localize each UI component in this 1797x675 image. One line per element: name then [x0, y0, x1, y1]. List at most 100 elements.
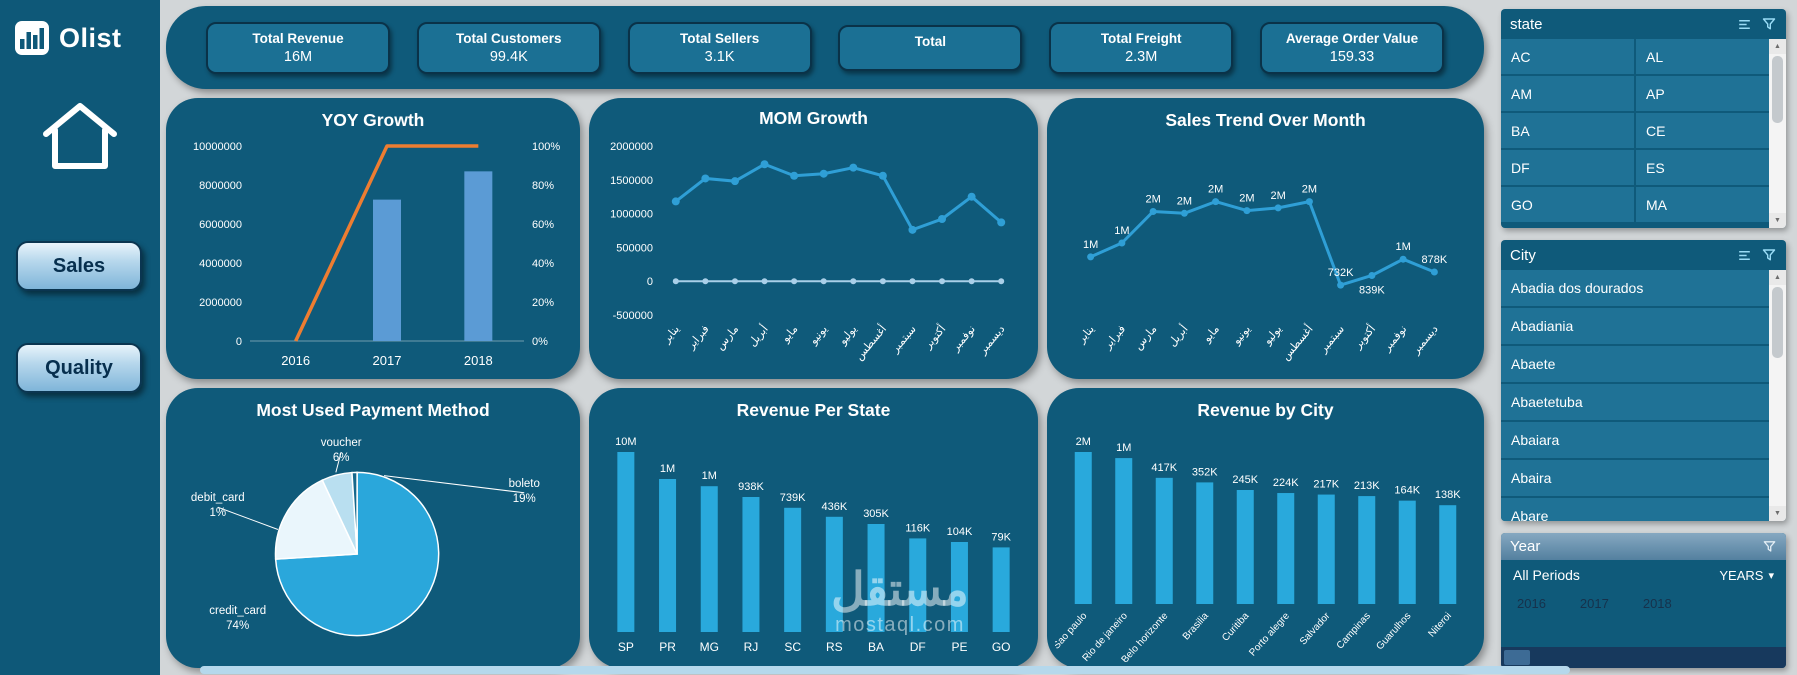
year-slicer: Year All Periods YEARS ▾ 2016 2017 2018 — [1501, 533, 1786, 668]
year-slider-handle[interactable] — [1504, 650, 1530, 665]
svg-text:20%: 20% — [532, 297, 554, 309]
state-option[interactable]: AC — [1501, 39, 1634, 74]
state-option[interactable]: CE — [1636, 113, 1769, 148]
svg-text:417K: 417K — [1151, 462, 1177, 474]
year-tick[interactable]: 2018 — [1642, 596, 1672, 611]
scroll-up-arrow[interactable]: ▲ — [1769, 270, 1786, 285]
state-option[interactable]: MA — [1636, 187, 1769, 222]
svg-text:مارس: مارس — [714, 323, 741, 352]
svg-text:305K: 305K — [863, 508, 889, 520]
payment-method-plot[interactable]: credit_card 74% boleto 19% voucher 6% debit_ca… — [174, 422, 572, 662]
filter-icon[interactable] — [1761, 247, 1777, 263]
svg-text:0%: 0% — [532, 336, 548, 348]
chart-title: Most Used Payment Method — [256, 400, 490, 420]
state-option[interactable]: AM — [1501, 76, 1634, 111]
scroll-up-arrow[interactable]: ▲ — [1769, 39, 1786, 54]
svg-text:116K: 116K — [905, 522, 931, 534]
city-option[interactable]: Abaete — [1501, 346, 1769, 382]
yoy-growth-plot[interactable]: 0 2000000 4000000 6000000 8000000 10000000 0% 2… — [174, 136, 572, 373]
year-slicer-header: Year — [1501, 533, 1786, 560]
svg-text:138K: 138K — [1435, 489, 1461, 501]
city-option[interactable]: Abaira — [1501, 460, 1769, 496]
svg-text:839K: 839K — [1359, 284, 1385, 296]
revenue-per-state-chart: Revenue Per State 10M SP 1M PR 1M MG 938K RJ 739… — [589, 388, 1038, 668]
state-option[interactable]: DF — [1501, 150, 1634, 185]
state-option[interactable]: BA — [1501, 113, 1634, 148]
svg-text:19%: 19% — [513, 493, 536, 505]
clear-selections-icon[interactable] — [1736, 247, 1753, 264]
clear-selections-icon[interactable] — [1736, 16, 1753, 33]
svg-text:1000000: 1000000 — [610, 209, 653, 221]
svg-text:debit_card: debit_card — [191, 492, 245, 504]
svg-text:10000000: 10000000 — [193, 141, 242, 153]
city-option[interactable]: Abadia dos dourados — [1501, 270, 1769, 306]
svg-text:ديسمبر: ديسمبر — [976, 323, 1007, 357]
kpi-total: Total — [838, 24, 1023, 71]
year-slicer-title: Year — [1510, 538, 1541, 555]
svg-text:80%: 80% — [532, 180, 554, 192]
city-slicer: City Abadia dos dourados Abadiania Abaete A… — [1501, 240, 1786, 521]
year-tick[interactable]: 2016 — [1517, 596, 1546, 611]
scrollbar-track[interactable] — [1769, 54, 1786, 213]
scroll-down-arrow[interactable]: ▼ — [1769, 213, 1786, 228]
svg-text:2M: 2M — [1208, 184, 1223, 196]
city-slicer-header: City — [1501, 240, 1786, 270]
mom-growth-plot[interactable]: 2000000 1500000 1000000 500000 0 -500000 يناير… — [597, 136, 1030, 373]
state-scrollbar[interactable]: ▲ ▼ — [1769, 39, 1786, 228]
svg-text:SC: SC — [784, 640, 801, 654]
city-scrollbar[interactable]: ▲ ▼ — [1769, 270, 1786, 521]
scrollbar-track[interactable] — [1769, 285, 1786, 506]
filter-icon[interactable] — [1762, 539, 1777, 554]
svg-text:يوليو: يوليو — [1261, 323, 1284, 348]
svg-text:ديسمبر: ديسمبر — [1409, 323, 1440, 357]
svg-text:سبتمبر: سبتمبر — [1317, 323, 1347, 356]
year-granularity-dropdown[interactable]: YEARS ▾ — [1719, 568, 1774, 583]
svg-text:مارس: مارس — [1132, 323, 1159, 352]
svg-text:أبريل: أبريل — [1165, 322, 1191, 349]
scroll-down-arrow[interactable]: ▼ — [1769, 506, 1786, 521]
city-slicer-title: City — [1510, 246, 1536, 264]
state-slicer-title: state — [1510, 15, 1543, 33]
svg-text:352K: 352K — [1192, 466, 1218, 478]
svg-text:أغسطس: أغسطس — [852, 322, 890, 363]
year-ticks: 2016 2017 2018 — [1501, 590, 1786, 611]
home-icon[interactable] — [36, 96, 124, 176]
chart-title: Sales Trend Over Month — [1165, 110, 1366, 130]
svg-text:Niteroi: Niteroi — [1426, 611, 1454, 640]
city-option[interactable]: Abare — [1501, 498, 1769, 521]
sales-trend-plot[interactable]: 1M 1M 2M 2M 2M 2M 2M 2M 732K 839K 1M 878K يناير فبراي… — [1055, 136, 1476, 373]
svg-text:يونيو: يونيو — [1230, 323, 1253, 347]
revenue-per-state-plot[interactable]: 10M SP 1M PR 1M MG 938K RJ 739K SC 436K RS 305K BA 116… — [597, 426, 1030, 662]
state-option[interactable]: AL — [1636, 39, 1769, 74]
svg-text:6000000: 6000000 — [199, 219, 242, 231]
filter-icon[interactable] — [1761, 16, 1777, 32]
svg-text:2000000: 2000000 — [610, 141, 653, 153]
year-range-slider[interactable] — [1501, 647, 1786, 668]
kpi-average-order-value: Average Order Value 159.33 — [1259, 21, 1444, 74]
svg-text:2018: 2018 — [464, 353, 493, 368]
svg-text:100%: 100% — [532, 141, 560, 153]
city-option[interactable]: Abaetetuba — [1501, 384, 1769, 420]
quality-button[interactable]: Quality — [16, 343, 142, 393]
year-tick[interactable]: 2017 — [1579, 596, 1609, 611]
city-option[interactable]: Abaiara — [1501, 422, 1769, 458]
scrollbar-thumb[interactable] — [1772, 287, 1783, 358]
svg-text:500000: 500000 — [616, 242, 653, 254]
city-option[interactable]: Abadiania — [1501, 308, 1769, 344]
kpi-label: Total Customers — [456, 30, 562, 46]
svg-text:0: 0 — [236, 336, 242, 348]
horizontal-scrollbar[interactable] — [200, 666, 1570, 674]
state-option[interactable]: AP — [1636, 76, 1769, 111]
svg-text:74%: 74% — [226, 620, 249, 632]
revenue-by-city-plot[interactable]: 2M Sao paulo 1M Rio de janeiro 417K Belo hori… — [1051, 426, 1476, 666]
sales-button[interactable]: Sales — [16, 241, 142, 291]
kpi-label: Total Freight — [1100, 30, 1182, 46]
state-option[interactable]: GO — [1501, 187, 1634, 222]
svg-text:Brasilia: Brasilia — [1181, 610, 1211, 642]
kpi-label: Total — [914, 33, 947, 49]
scrollbar-thumb[interactable] — [1772, 56, 1783, 123]
svg-text:732K: 732K — [1328, 267, 1354, 279]
state-option[interactable]: ES — [1636, 150, 1769, 185]
svg-text:4000000: 4000000 — [199, 258, 242, 270]
